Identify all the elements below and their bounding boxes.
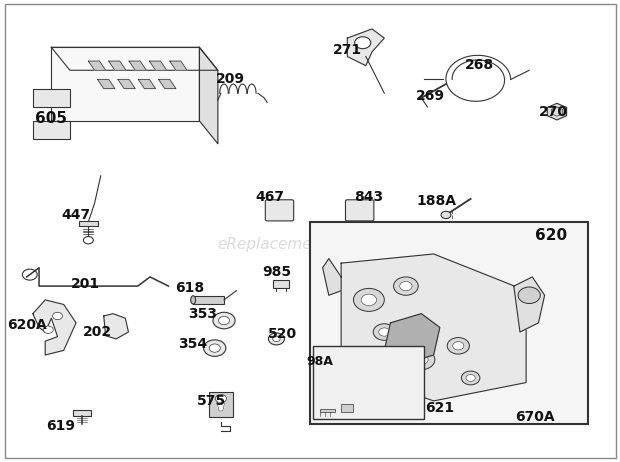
Circle shape	[215, 395, 226, 403]
Text: 354: 354	[179, 336, 208, 351]
Text: 619: 619	[46, 419, 75, 433]
Polygon shape	[33, 89, 70, 107]
FancyBboxPatch shape	[345, 200, 374, 221]
Polygon shape	[159, 79, 176, 89]
Circle shape	[213, 312, 235, 329]
Polygon shape	[547, 103, 567, 120]
Circle shape	[379, 328, 390, 336]
Circle shape	[453, 342, 464, 350]
Circle shape	[355, 37, 371, 49]
Polygon shape	[97, 79, 115, 89]
Circle shape	[415, 354, 428, 365]
Bar	[314, 346, 425, 419]
Polygon shape	[341, 254, 526, 401]
Circle shape	[218, 316, 229, 325]
Circle shape	[373, 324, 396, 340]
Circle shape	[273, 336, 280, 342]
Polygon shape	[347, 29, 384, 66]
Polygon shape	[108, 61, 126, 70]
Bar	[193, 296, 224, 304]
Circle shape	[43, 326, 53, 334]
Circle shape	[441, 211, 451, 219]
Circle shape	[408, 349, 435, 370]
Text: 985: 985	[262, 265, 291, 280]
Polygon shape	[33, 300, 76, 355]
Text: 271: 271	[333, 43, 362, 57]
Circle shape	[400, 281, 412, 291]
Text: 270: 270	[539, 104, 569, 119]
Polygon shape	[384, 314, 440, 364]
Text: 620: 620	[534, 228, 567, 243]
Circle shape	[203, 340, 226, 356]
Polygon shape	[51, 47, 200, 121]
Polygon shape	[170, 61, 187, 70]
Text: 268: 268	[466, 58, 494, 72]
Circle shape	[209, 344, 220, 352]
Text: 188A: 188A	[417, 194, 457, 208]
Circle shape	[361, 294, 376, 306]
Polygon shape	[138, 79, 156, 89]
Polygon shape	[217, 403, 224, 411]
Polygon shape	[129, 61, 146, 70]
Bar	[208, 392, 233, 417]
Bar	[73, 410, 91, 416]
Polygon shape	[89, 61, 105, 70]
Text: 201: 201	[71, 277, 100, 291]
Text: 670A: 670A	[516, 410, 555, 424]
Polygon shape	[51, 47, 218, 70]
Polygon shape	[104, 314, 128, 339]
Circle shape	[461, 371, 480, 385]
Text: 353: 353	[188, 307, 217, 321]
Circle shape	[518, 287, 540, 304]
Text: 269: 269	[416, 89, 445, 103]
Text: 209: 209	[216, 73, 245, 86]
Text: 618: 618	[175, 281, 205, 295]
Text: 520: 520	[268, 327, 297, 341]
Circle shape	[447, 338, 469, 354]
Circle shape	[394, 277, 418, 295]
Polygon shape	[33, 121, 70, 139]
Ellipse shape	[191, 296, 196, 304]
Circle shape	[466, 375, 476, 382]
Bar	[311, 222, 588, 424]
Polygon shape	[322, 259, 341, 295]
Circle shape	[353, 288, 384, 311]
Circle shape	[53, 312, 63, 320]
Text: 605: 605	[35, 111, 68, 126]
Text: 621: 621	[425, 401, 454, 415]
Bar	[341, 404, 353, 413]
Text: 98A: 98A	[306, 355, 333, 368]
Text: 620A: 620A	[7, 318, 46, 332]
Polygon shape	[118, 79, 135, 89]
Bar	[79, 221, 97, 226]
Polygon shape	[200, 47, 218, 144]
Bar	[273, 280, 289, 288]
Polygon shape	[514, 277, 544, 332]
Circle shape	[268, 333, 285, 345]
Text: 202: 202	[83, 325, 112, 339]
Text: 447: 447	[61, 208, 91, 222]
Polygon shape	[149, 61, 167, 70]
Bar	[319, 409, 335, 413]
Text: 843: 843	[355, 189, 383, 204]
FancyBboxPatch shape	[265, 200, 294, 221]
Text: eReplacementParts.com: eReplacementParts.com	[217, 237, 404, 252]
Text: 575: 575	[197, 394, 226, 408]
Text: 467: 467	[256, 189, 285, 204]
